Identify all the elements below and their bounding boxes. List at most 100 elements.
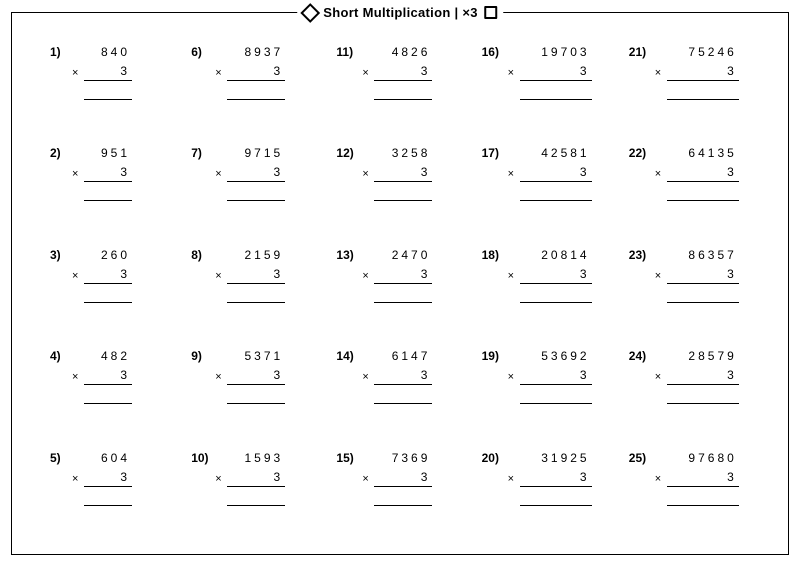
problem-number: 9) [191,349,202,363]
multiplier-value: 3 [520,367,592,385]
multiplier-row: ×3 [227,63,285,81]
multiplier-row: ×3 [667,266,739,284]
multiplicand: 4826 [374,45,432,59]
multiplier-value: 3 [667,469,739,487]
problem-number: 20) [482,451,499,465]
multiplier-row: ×3 [667,367,739,385]
problem-stack: 482×3 [84,349,132,404]
answer-line [84,302,132,303]
answer-line [374,200,432,201]
multiplier-row: ×3 [667,164,739,182]
answer-line [667,99,739,100]
answer-line [520,403,592,404]
problem-cell: 15)7369×3 [324,447,475,548]
multiplicand: 19703 [520,45,592,59]
multiplier-row: ×3 [520,469,592,487]
problem-stack: 75246 ×3 [667,45,739,100]
multiply-icon: × [362,371,368,383]
multiplicand: 53692 [520,349,592,363]
problem-cell: 3)260×3 [22,244,173,345]
problem-number: 11) [336,45,353,59]
multiplier-value: 3 [84,367,132,385]
answer-line [520,99,592,100]
multiplicand: 6147 [374,349,432,363]
multiplicand: 840 [84,45,132,59]
multiplicand: 64135 [667,146,739,160]
multiplicand: 31925 [520,451,592,465]
problem-cell: 20) 31925 ×3 [476,447,627,548]
worksheet-title: Short Multiplication | ×3 [323,5,478,20]
problem-number: 18) [482,248,499,262]
multiply-icon: × [215,371,221,383]
multiply-icon: × [508,473,514,485]
answer-line [520,302,592,303]
problem-stack: 4826×3 [374,45,432,100]
problem-stack: 64135 ×3 [667,146,739,201]
problem-number: 14) [336,349,353,363]
multiplicand: 42581 [520,146,592,160]
problem-cell: 22)64135×3 [627,142,778,243]
multiply-icon: × [655,473,661,485]
problem-number: 8) [191,248,202,262]
square-icon [484,6,497,19]
multiply-icon: × [215,168,221,180]
multiplier-value: 3 [227,266,285,284]
multiplicand: 7369 [374,451,432,465]
answer-line [84,403,132,404]
multiplicand: 75246 [667,45,739,59]
multiplier-row: ×3 [84,63,132,81]
problem-number: 13) [336,248,353,262]
multiplier-value: 3 [227,469,285,487]
multiply-icon: × [72,371,78,383]
problem-cell: 6)8937×3 [173,41,324,142]
multiplier-value: 3 [374,164,432,182]
problem-cell: 5) 604×3 [22,447,173,548]
answer-line [227,505,285,506]
multiply-icon: × [362,270,368,282]
multiply-icon: × [72,270,78,282]
answer-line [667,505,739,506]
multiplicand: 3258 [374,146,432,160]
multiplicand: 9715 [227,146,285,160]
problem-cell: 21) 75246 ×3 [627,41,778,142]
multiplier-row: ×3 [374,367,432,385]
multiply-icon: × [655,371,661,383]
problem-stack: 8937×3 [227,45,285,100]
answer-line [374,99,432,100]
problem-cell: 25)97680×3 [627,447,778,548]
problem-stack: 604×3 [84,451,132,506]
answer-line [227,99,285,100]
problem-stack: 7369×3 [374,451,432,506]
worksheet-border: Short Multiplication | ×3 1)840×36)8937×… [11,12,789,555]
answer-line [667,200,739,201]
multiplier-row: ×3 [667,63,739,81]
answer-line [227,200,285,201]
multiplier-value: 3 [227,367,285,385]
answer-line [374,302,432,303]
multiply-icon: × [215,270,221,282]
problem-stack: 20814×3 [520,248,592,303]
answer-line [227,302,285,303]
problem-cell: 16)19703×3 [476,41,627,142]
multiplier-value: 3 [227,164,285,182]
multiplicand: 2470 [374,248,432,262]
multiplier-row: ×3 [227,164,285,182]
multiplier-row: ×3 [227,367,285,385]
multiplicand: 1593 [227,451,285,465]
problem-number: 21) [629,45,646,59]
problem-cell: 24)28579×3 [627,345,778,446]
multiplier-value: 3 [520,63,592,81]
multiplier-value: 3 [84,469,132,487]
multiplier-value: 3 [374,63,432,81]
multiply-icon: × [215,67,221,79]
multiplier-value: 3 [227,63,285,81]
multiplier-value: 3 [84,266,132,284]
problem-number: 5) [50,451,61,465]
diamond-icon [300,3,320,23]
problem-cell: 4)482×3 [22,345,173,446]
problem-number: 24) [629,349,646,363]
problem-stack: 6147 ×3 [374,349,432,404]
multiplier-row: ×3 [84,266,132,284]
problem-cell: 18) 20814×3 [476,244,627,345]
problem-cell: 17)42581×3 [476,142,627,243]
